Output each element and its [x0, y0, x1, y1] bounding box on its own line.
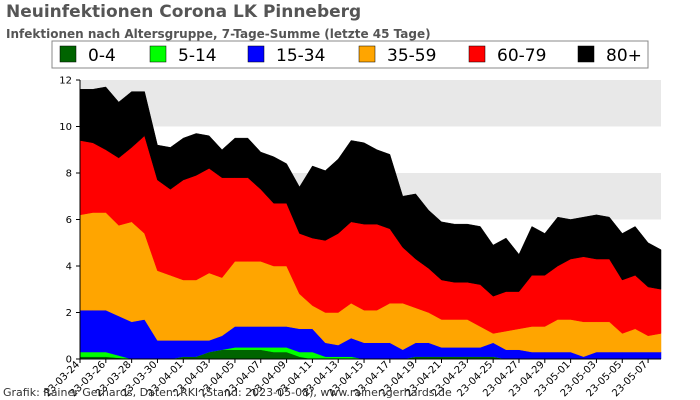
y-tick-label: 6 — [66, 215, 72, 226]
y-tick-label: 10 — [59, 122, 72, 133]
source-credit: Grafik: Rainer Gerhards, Daten: RKI (Sta… — [3, 386, 452, 399]
legend-swatch-60-79 — [468, 45, 486, 63]
y-tick-label: 4 — [66, 262, 72, 273]
y-tick-label: 12 — [59, 76, 72, 87]
y-tick-label: 8 — [66, 169, 72, 180]
legend-swatch-80+ — [577, 45, 595, 63]
y-tick-label: 2 — [66, 308, 72, 319]
legend-label-35-59: 35-59 — [387, 46, 436, 66]
grid-band — [80, 80, 661, 127]
legend-swatch-35-59 — [358, 45, 376, 63]
legend-swatch-5-14 — [149, 45, 167, 63]
legend-label-5-14: 5-14 — [178, 46, 217, 66]
legend-swatch-0-4 — [59, 45, 77, 63]
series-area-80+ — [79, 86, 662, 297]
chart-title: Neuinfektionen Corona LK Pinneberg — [6, 2, 362, 22]
y-tick-label: 0 — [66, 355, 72, 366]
legend-box — [51, 40, 649, 69]
legend-label-80+: 80+ — [606, 46, 642, 66]
legend-label-0-4: 0-4 — [88, 46, 116, 66]
legend-label-60-79: 60-79 — [497, 46, 546, 66]
legend: 0-4 5-14 15-34 35-59 60-79 80+ — [51, 40, 649, 69]
legend-label-15-34: 15-34 — [276, 46, 325, 66]
chart-subtitle: Infektionen nach Altersgruppe, 7-Tage-Su… — [6, 27, 431, 41]
legend-swatch-15-34 — [247, 45, 265, 63]
